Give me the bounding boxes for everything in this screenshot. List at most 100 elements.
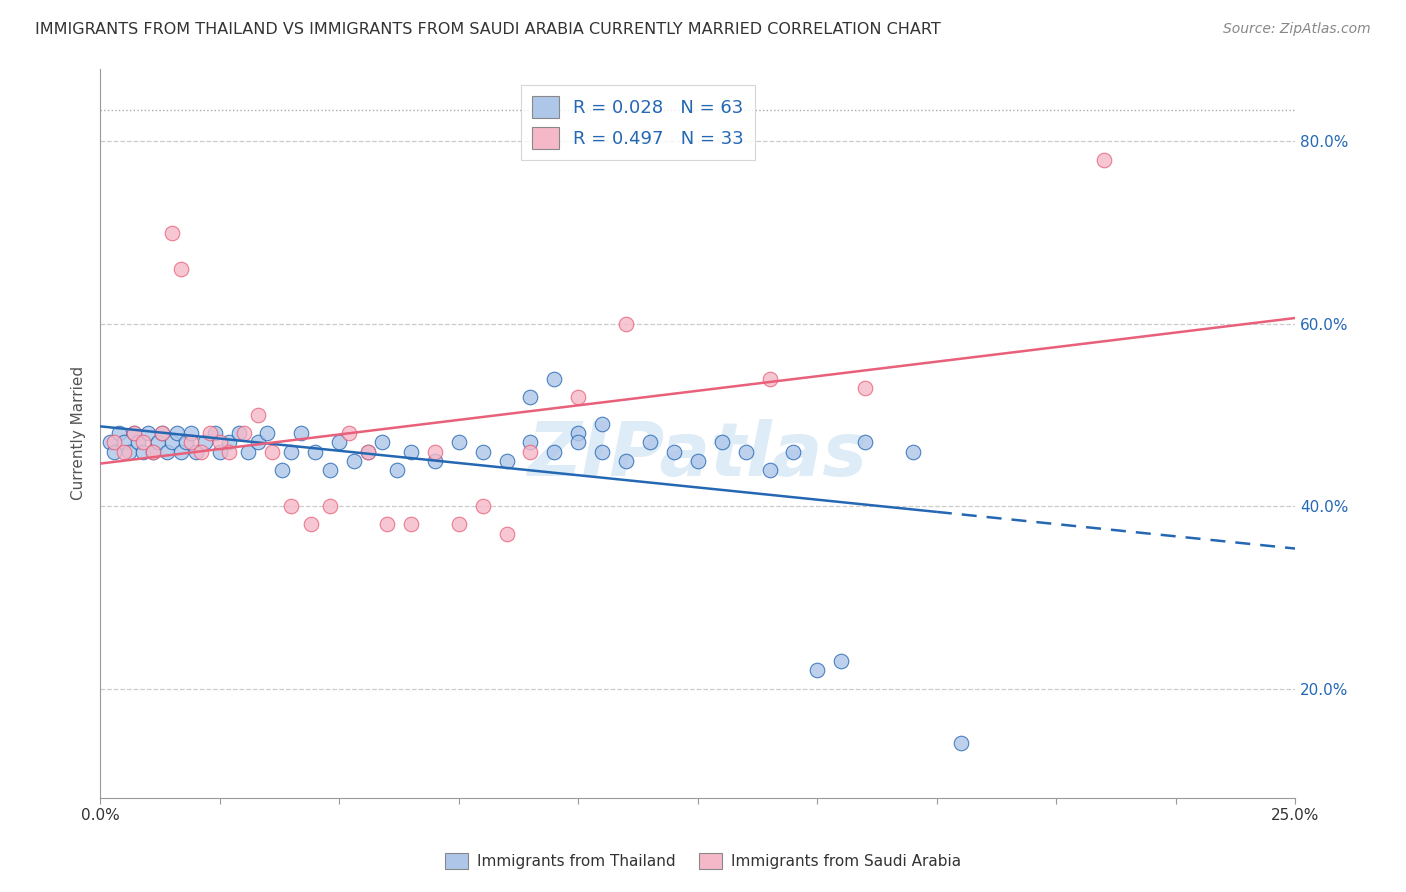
Legend: Immigrants from Thailand, Immigrants from Saudi Arabia: Immigrants from Thailand, Immigrants fro… bbox=[439, 847, 967, 875]
Text: Source: ZipAtlas.com: Source: ZipAtlas.com bbox=[1223, 22, 1371, 37]
Point bbox=[122, 426, 145, 441]
Point bbox=[146, 435, 169, 450]
Point bbox=[204, 426, 226, 441]
Text: ZIPatlas: ZIPatlas bbox=[527, 418, 868, 491]
Point bbox=[734, 444, 756, 458]
Point bbox=[127, 435, 149, 450]
Point bbox=[710, 435, 733, 450]
Point bbox=[98, 435, 121, 450]
Point bbox=[662, 444, 685, 458]
Point bbox=[318, 463, 340, 477]
Point bbox=[638, 435, 661, 450]
Point bbox=[180, 426, 202, 441]
Point bbox=[357, 444, 380, 458]
Point bbox=[112, 444, 135, 458]
Point bbox=[519, 435, 541, 450]
Legend: R = 0.028   N = 63, R = 0.497   N = 33: R = 0.028 N = 63, R = 0.497 N = 33 bbox=[522, 85, 755, 160]
Point bbox=[686, 453, 709, 467]
Point bbox=[614, 317, 637, 331]
Point bbox=[471, 444, 494, 458]
Point bbox=[142, 444, 165, 458]
Point bbox=[232, 426, 254, 441]
Point bbox=[299, 517, 322, 532]
Point bbox=[543, 371, 565, 385]
Point bbox=[174, 435, 197, 450]
Point bbox=[949, 736, 972, 750]
Point bbox=[166, 426, 188, 441]
Point bbox=[519, 444, 541, 458]
Point bbox=[290, 426, 312, 441]
Point bbox=[256, 426, 278, 441]
Point bbox=[118, 444, 141, 458]
Point bbox=[136, 426, 159, 441]
Point bbox=[567, 435, 589, 450]
Point bbox=[853, 435, 876, 450]
Point bbox=[280, 444, 302, 458]
Point bbox=[399, 517, 422, 532]
Y-axis label: Currently Married: Currently Married bbox=[72, 367, 86, 500]
Point bbox=[567, 426, 589, 441]
Point bbox=[758, 463, 780, 477]
Point bbox=[614, 453, 637, 467]
Point bbox=[150, 426, 173, 441]
Point bbox=[142, 444, 165, 458]
Point bbox=[447, 517, 470, 532]
Point bbox=[567, 390, 589, 404]
Point bbox=[190, 444, 212, 458]
Point bbox=[758, 371, 780, 385]
Point bbox=[246, 435, 269, 450]
Point bbox=[112, 435, 135, 450]
Point bbox=[304, 444, 326, 458]
Text: IMMIGRANTS FROM THAILAND VS IMMIGRANTS FROM SAUDI ARABIA CURRENTLY MARRIED CORRE: IMMIGRANTS FROM THAILAND VS IMMIGRANTS F… bbox=[35, 22, 941, 37]
Point bbox=[328, 435, 350, 450]
Point bbox=[103, 435, 125, 450]
Point bbox=[218, 435, 240, 450]
Point bbox=[132, 444, 155, 458]
Point bbox=[371, 435, 394, 450]
Point bbox=[423, 444, 446, 458]
Point bbox=[357, 444, 380, 458]
Point bbox=[591, 444, 613, 458]
Point bbox=[122, 426, 145, 441]
Point bbox=[180, 435, 202, 450]
Point bbox=[399, 444, 422, 458]
Point bbox=[156, 444, 179, 458]
Point bbox=[830, 654, 852, 668]
Point bbox=[208, 444, 231, 458]
Point bbox=[228, 426, 250, 441]
Point bbox=[519, 390, 541, 404]
Point bbox=[246, 408, 269, 422]
Point bbox=[270, 463, 292, 477]
Point bbox=[471, 500, 494, 514]
Point bbox=[385, 463, 408, 477]
Point bbox=[160, 435, 183, 450]
Point bbox=[184, 444, 207, 458]
Point bbox=[853, 381, 876, 395]
Point bbox=[901, 444, 924, 458]
Point bbox=[170, 262, 193, 277]
Point bbox=[782, 444, 804, 458]
Point bbox=[150, 426, 173, 441]
Point bbox=[170, 444, 193, 458]
Point bbox=[1092, 153, 1115, 167]
Point bbox=[194, 435, 217, 450]
Point bbox=[375, 517, 398, 532]
Point bbox=[591, 417, 613, 432]
Point bbox=[208, 435, 231, 450]
Point bbox=[160, 226, 183, 240]
Point bbox=[262, 444, 284, 458]
Point bbox=[543, 444, 565, 458]
Point bbox=[132, 435, 155, 450]
Point bbox=[280, 500, 302, 514]
Point bbox=[447, 435, 470, 450]
Point bbox=[318, 500, 340, 514]
Point bbox=[238, 444, 260, 458]
Point bbox=[806, 664, 828, 678]
Point bbox=[337, 426, 360, 441]
Point bbox=[198, 426, 221, 441]
Point bbox=[108, 426, 131, 441]
Point bbox=[423, 453, 446, 467]
Point bbox=[218, 444, 240, 458]
Point bbox=[495, 453, 517, 467]
Point bbox=[342, 453, 364, 467]
